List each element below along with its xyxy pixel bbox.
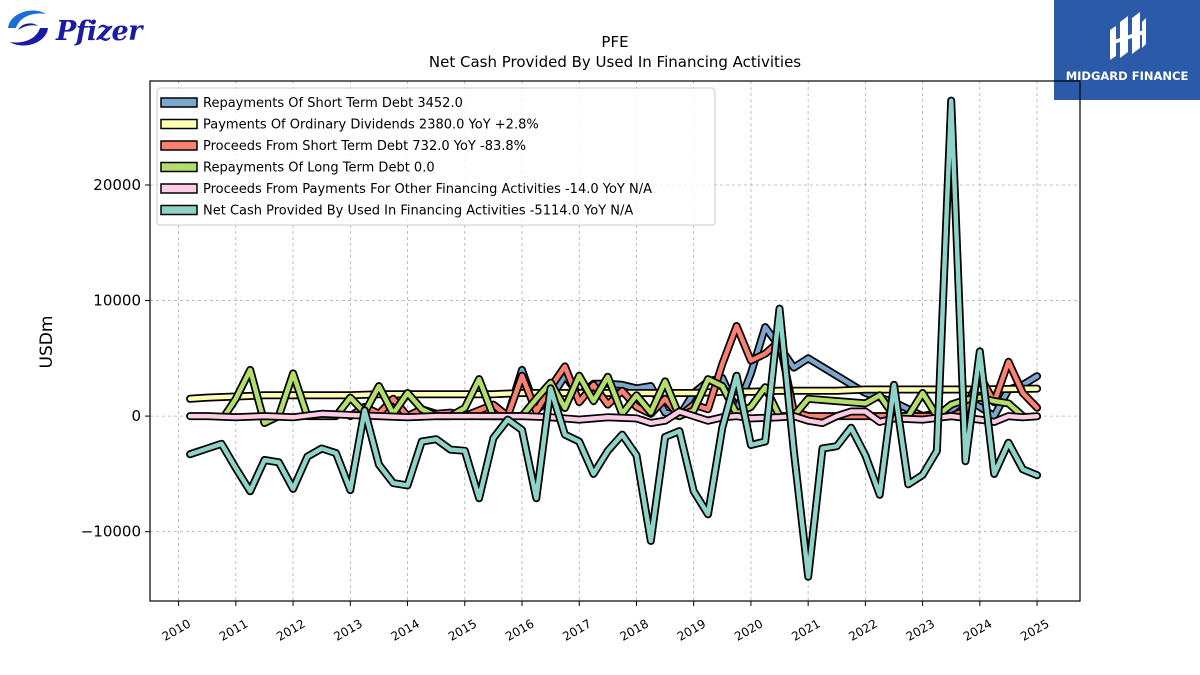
- legend-swatch-0: [160, 97, 198, 108]
- legend-label-5: Net Cash Provided By Used In Financing A…: [203, 204, 633, 219]
- legend-label-1: Payments Of Ordinary Dividends 2380.0 Yo…: [203, 118, 539, 133]
- chart-title: PFE: [601, 33, 629, 51]
- x-tick-label: 2015: [446, 616, 479, 643]
- series-lines: [186, 96, 1042, 581]
- legend-swatch-5: [160, 204, 198, 216]
- legend-swatch-2: [160, 140, 198, 151]
- midgard-finance-logo: MIDGARD FINANCE: [1054, 0, 1200, 100]
- legend-swatch-3: [160, 161, 198, 173]
- x-tick-label: 2012: [274, 616, 307, 643]
- series-line-5: [187, 98, 1040, 579]
- x-tick-label: 2024: [961, 616, 994, 643]
- y-tick-label: 20000: [93, 176, 141, 194]
- x-tick-label: 2010: [160, 616, 193, 643]
- y-tick-label: 10000: [93, 292, 141, 310]
- x-tick-label: 2019: [675, 616, 708, 643]
- x-tick-label: 2018: [618, 616, 651, 643]
- legend-swatch-4: [160, 183, 198, 194]
- legend-box: [156, 87, 716, 226]
- x-tick-label: 2025: [1018, 616, 1051, 643]
- pfizer-logo: Pfizer: [4, 4, 142, 56]
- x-tick-label: 2016: [503, 616, 536, 643]
- midgard-m-icon: [1110, 12, 1146, 60]
- legend: Repayments Of Short Term Debt 3452.0 Paym…: [156, 87, 716, 226]
- x-tick-label: 2011: [217, 616, 250, 643]
- legend-label-3: Repayments Of Long Term Debt 0.0: [203, 161, 435, 176]
- x-tick-label: 2023: [904, 616, 937, 643]
- x-tick-label: 2020: [732, 616, 765, 643]
- y-tick-label: −10000: [81, 523, 141, 541]
- midgard-wordmark: MIDGARD FINANCE: [1065, 69, 1189, 83]
- pfizer-wordmark: Pfizer: [56, 16, 142, 47]
- legend-label-2: Proceeds From Short Term Debt 732.0 YoY …: [203, 139, 526, 154]
- y-tick-label: 0: [131, 407, 141, 425]
- x-tick-label: 2017: [560, 616, 593, 643]
- x-tick-label: 2022: [846, 616, 879, 643]
- x-tick-label: 2014: [389, 616, 422, 643]
- x-tick-label: 2021: [789, 616, 822, 643]
- y-axis-label: USDm: [37, 316, 57, 369]
- x-tick-label: 2013: [331, 616, 364, 643]
- legend-label-0: Repayments Of Short Term Debt 3452.0: [203, 96, 463, 111]
- legend-swatch-1: [160, 118, 198, 130]
- pfizer-swirl-icon: [8, 10, 48, 46]
- plot-frame: [149, 80, 1081, 602]
- legend-label-4: Proceeds From Payments For Other Financi…: [203, 182, 652, 197]
- chart-subtitle: Net Cash Provided By Used In Financing A…: [428, 53, 802, 71]
